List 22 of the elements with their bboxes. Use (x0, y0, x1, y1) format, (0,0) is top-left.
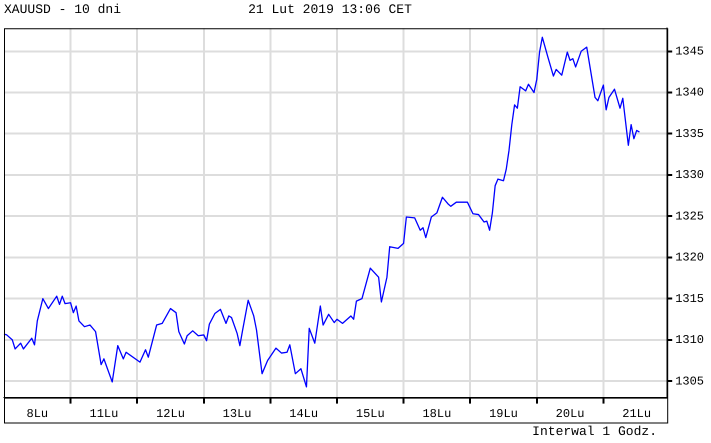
x-tick-label: 11Lu (89, 406, 118, 421)
y-tick-label: 1330 (675, 168, 704, 182)
x-tick-label: 13Lu (222, 406, 252, 421)
text: Interwal 1 Godz. (532, 424, 657, 439)
x-tick-label: 18Lu (422, 406, 452, 421)
y-tick-label: 1335 (675, 126, 704, 141)
y-tick-label: 1310 (675, 333, 704, 348)
x-tick-label: 14Lu (289, 406, 318, 421)
chart-subtitle: 21 Lut 2019 13:06 CET (248, 2, 412, 17)
x-tick-label: 20Lu (556, 406, 584, 421)
x-tick-label: 15Lu (356, 406, 385, 421)
y-tick-label: 1325 (675, 209, 704, 224)
x-tick-label: 12Lu (156, 406, 185, 421)
x-tick-label: 19Lu (489, 406, 518, 421)
x-tick-label: 21Lu (622, 406, 652, 421)
chart-title: XAUUSD - 10 dni (4, 2, 122, 17)
y-tick-label: 1340 (675, 86, 704, 100)
y-tick-label: 1345 (675, 44, 704, 58)
y-tick-label: 1320 (675, 250, 704, 265)
y-tick-label: 1315 (675, 292, 704, 306)
y-tick-label: 1305 (675, 374, 704, 388)
x-tick-label: 8Lu (26, 406, 48, 421)
